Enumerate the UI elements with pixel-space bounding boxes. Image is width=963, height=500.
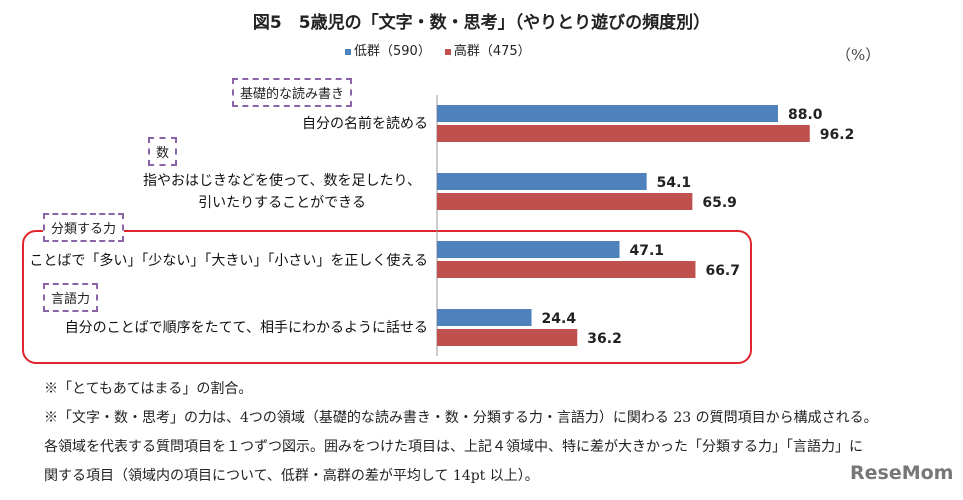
data-label: 65.9 (702, 195, 737, 211)
legend: 低群（590） 高群（475） (345, 40, 531, 59)
data-label: 47.1 (630, 243, 665, 259)
note-line: 各領域を代表する質問項目を１つずつ図示。囲みをつけた項目は、上記４領域中、特に差… (44, 439, 863, 455)
resemom-logo: ReseMom (850, 462, 954, 484)
note-line: 関する項目（領域内の項目について、低群・高群の差が平均して 14pt 以上）。 (44, 468, 539, 484)
bar-high (437, 193, 693, 210)
domain-label-number: 数 (148, 137, 178, 166)
bar-high (437, 329, 578, 346)
bar-high (437, 261, 696, 278)
data-label: 54.1 (657, 175, 692, 191)
legend-swatch-high (444, 48, 451, 55)
category-label: ことばで「多い」「少ない」「大きい」「小さい」を正しく使える (29, 253, 428, 269)
domain-label-language: 言語力 (43, 283, 99, 312)
category-label: 指やおはじきなどを使って、数を足したり、 引いたりすることができる (142, 173, 421, 211)
bar-low (437, 309, 532, 326)
highlight-box (22, 230, 752, 364)
domain-label-classify: 分類する力 (43, 213, 125, 242)
chart-title: 図5 5歳児の「文字・数・思考」（やりとり遊びの頻度別） (252, 13, 711, 33)
bar-high (437, 125, 810, 142)
legend-item-low: 低群（590） (345, 40, 431, 59)
unit-label: （%） (836, 46, 881, 64)
legend-item-high: 高群（475） (444, 40, 531, 59)
data-label: 96.2 (820, 127, 855, 143)
bar-low (437, 241, 620, 258)
data-label: 66.7 (705, 263, 740, 279)
category-label: 自分のことばで順序をたてて、相手にわかるように話せる (64, 320, 428, 336)
domain-label-reading: 基礎的な読み書き (232, 78, 353, 107)
legend-swatch-low (345, 48, 351, 55)
data-label: 88.0 (788, 107, 823, 123)
note-line: ※「文字・数・思考」の力は、4つの領域（基礎的な読み書き・数・分類する力・言語力… (44, 410, 878, 426)
note-line: ※「とてもあてはまる」の割合。 (44, 381, 253, 397)
data-label: 36.2 (587, 331, 622, 347)
bar-low (437, 173, 647, 190)
bar-low (437, 105, 778, 122)
category-label: 自分の名前を読める (302, 116, 428, 132)
data-label: 24.4 (542, 311, 577, 327)
